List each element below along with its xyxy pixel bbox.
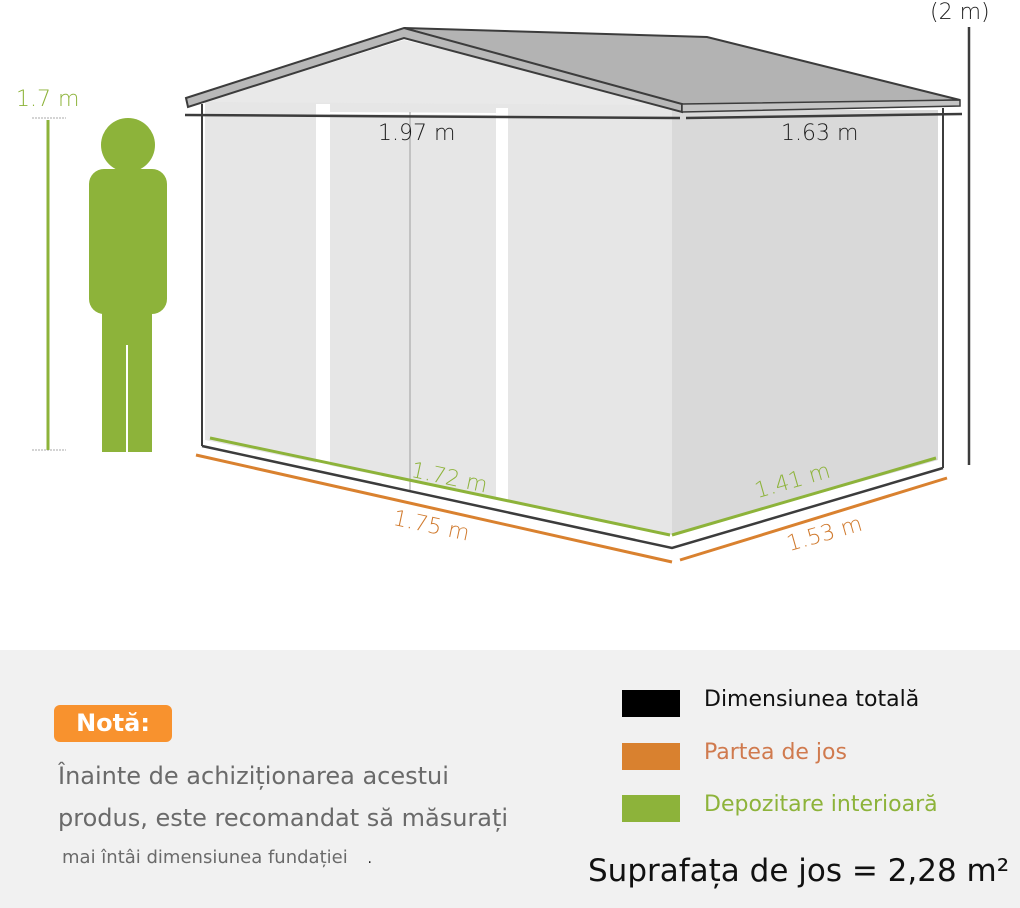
base-width-line [195, 453, 673, 564]
note-text-line-3-main: mai întâi dimensiunea fundației [62, 847, 348, 868]
shed-illustration [32, 26, 971, 564]
legend-label-total: Dimensiunea totală [704, 687, 920, 712]
person-height-label: 1.7 m [16, 87, 80, 112]
interior-depth-line [671, 456, 937, 537]
roof-front-width-label: 1.97 m [378, 121, 456, 146]
shed-dimension-diagram: 1.7 m (2 m) 1.97 m 1.63 m 1.72 m 1.75 m … [16, 0, 990, 564]
floor-area-text: Suprafața de jos = 2,28 m² [588, 853, 1010, 889]
total-height-label: (2 m) [930, 0, 990, 25]
shed-side-wall [672, 110, 938, 535]
person-height-marker [32, 117, 66, 451]
note-badge: Notă: [54, 705, 172, 742]
legend-swatch-green [622, 795, 680, 822]
roof-side-depth-label: 1.63 m [781, 121, 859, 146]
info-panel: Notă: Înainte de achiziționarea acestui … [0, 650, 1020, 908]
interior-width-line [209, 436, 671, 537]
legend-label-base: Partea de jos [704, 740, 847, 765]
note-text-line-3-suffix: . [367, 851, 372, 867]
base-depth-line [679, 476, 948, 562]
note-text-line-1: Înainte de achiziționarea acestui [58, 762, 449, 790]
person-silhouette-icon [89, 118, 167, 452]
legend-label-interior: Depozitare interioară [704, 792, 938, 817]
legend-swatch-black [622, 690, 680, 717]
note-text-line-2: produs, este recomandat să măsurați [58, 804, 509, 832]
legend-swatch-orange [622, 743, 680, 770]
note-text-line-3: mai întâi dimensiunea fundației . [62, 847, 372, 868]
